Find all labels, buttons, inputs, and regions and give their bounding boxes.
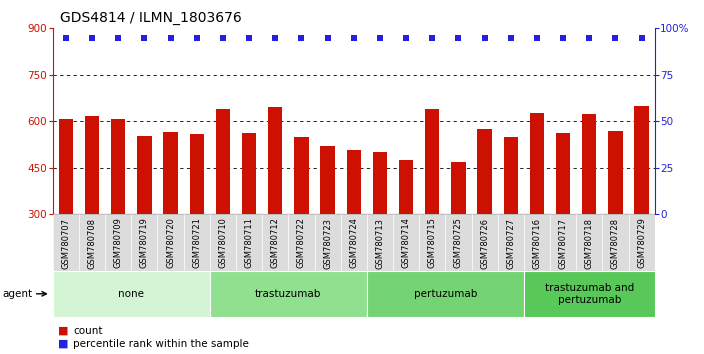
Text: GSM780729: GSM780729 bbox=[637, 218, 646, 268]
Text: GSM780719: GSM780719 bbox=[140, 218, 149, 268]
Text: trastuzumab: trastuzumab bbox=[255, 289, 322, 299]
Bar bbox=[268, 107, 282, 214]
Bar bbox=[608, 131, 622, 214]
Text: GSM780727: GSM780727 bbox=[506, 218, 515, 269]
Text: GSM780728: GSM780728 bbox=[611, 218, 620, 269]
Text: GSM780716: GSM780716 bbox=[532, 218, 541, 269]
Bar bbox=[210, 271, 367, 317]
Text: GSM780726: GSM780726 bbox=[480, 218, 489, 269]
Bar bbox=[524, 214, 550, 271]
Bar bbox=[393, 214, 419, 271]
Bar bbox=[53, 214, 79, 271]
Text: GSM780713: GSM780713 bbox=[375, 218, 384, 269]
Text: GSM780712: GSM780712 bbox=[271, 218, 279, 268]
Text: GSM780723: GSM780723 bbox=[323, 218, 332, 269]
Bar bbox=[242, 133, 256, 214]
Bar bbox=[419, 214, 446, 271]
Bar bbox=[58, 119, 73, 214]
Text: GSM780709: GSM780709 bbox=[114, 218, 122, 268]
Bar bbox=[132, 214, 158, 271]
Bar bbox=[262, 214, 289, 271]
Bar bbox=[372, 152, 387, 214]
Bar bbox=[158, 214, 184, 271]
Bar bbox=[341, 214, 367, 271]
Bar bbox=[111, 119, 125, 214]
Bar bbox=[53, 271, 210, 317]
Bar bbox=[451, 162, 465, 214]
Text: GSM780708: GSM780708 bbox=[87, 218, 96, 269]
Bar bbox=[215, 109, 230, 214]
Text: pertuzumab: pertuzumab bbox=[414, 289, 477, 299]
Text: ■: ■ bbox=[58, 339, 68, 349]
Text: percentile rank within the sample: percentile rank within the sample bbox=[73, 339, 249, 349]
Text: ■: ■ bbox=[58, 326, 68, 336]
Text: count: count bbox=[73, 326, 103, 336]
Bar bbox=[163, 132, 178, 214]
Text: GSM780714: GSM780714 bbox=[401, 218, 410, 268]
Bar bbox=[346, 150, 361, 214]
Bar bbox=[498, 214, 524, 271]
Text: GSM780725: GSM780725 bbox=[454, 218, 463, 268]
Text: GSM780721: GSM780721 bbox=[192, 218, 201, 268]
Text: GSM780722: GSM780722 bbox=[297, 218, 306, 268]
Text: GSM780717: GSM780717 bbox=[558, 218, 567, 269]
Bar bbox=[576, 214, 603, 271]
Bar bbox=[629, 214, 655, 271]
Bar bbox=[634, 106, 649, 214]
Bar bbox=[79, 214, 105, 271]
Bar bbox=[289, 214, 315, 271]
Bar bbox=[320, 146, 335, 214]
Bar bbox=[236, 214, 262, 271]
Bar bbox=[446, 214, 472, 271]
Bar bbox=[294, 137, 308, 214]
Bar bbox=[477, 129, 492, 214]
Bar bbox=[425, 109, 439, 214]
Text: none: none bbox=[118, 289, 144, 299]
Text: GSM780707: GSM780707 bbox=[61, 218, 70, 269]
Text: GSM780724: GSM780724 bbox=[349, 218, 358, 268]
Bar bbox=[603, 214, 629, 271]
Bar bbox=[367, 271, 524, 317]
Text: GSM780720: GSM780720 bbox=[166, 218, 175, 268]
Text: GSM780710: GSM780710 bbox=[218, 218, 227, 268]
Text: GSM780711: GSM780711 bbox=[244, 218, 253, 268]
Bar bbox=[503, 137, 518, 214]
Bar bbox=[85, 116, 99, 214]
Bar bbox=[189, 133, 204, 214]
Bar bbox=[550, 214, 576, 271]
Bar bbox=[582, 114, 596, 214]
Bar bbox=[529, 113, 544, 214]
Bar bbox=[367, 214, 393, 271]
Text: GSM780718: GSM780718 bbox=[585, 218, 593, 269]
Bar bbox=[210, 214, 236, 271]
Bar bbox=[472, 214, 498, 271]
Text: GDS4814 / ILMN_1803676: GDS4814 / ILMN_1803676 bbox=[60, 11, 241, 25]
Bar bbox=[184, 214, 210, 271]
Bar bbox=[137, 136, 151, 214]
Bar bbox=[315, 214, 341, 271]
Text: trastuzumab and
pertuzumab: trastuzumab and pertuzumab bbox=[545, 283, 634, 305]
Bar bbox=[524, 271, 655, 317]
Bar bbox=[556, 133, 570, 214]
Text: GSM780715: GSM780715 bbox=[428, 218, 436, 268]
Bar bbox=[399, 160, 413, 214]
Bar bbox=[105, 214, 132, 271]
Text: agent: agent bbox=[2, 289, 32, 299]
